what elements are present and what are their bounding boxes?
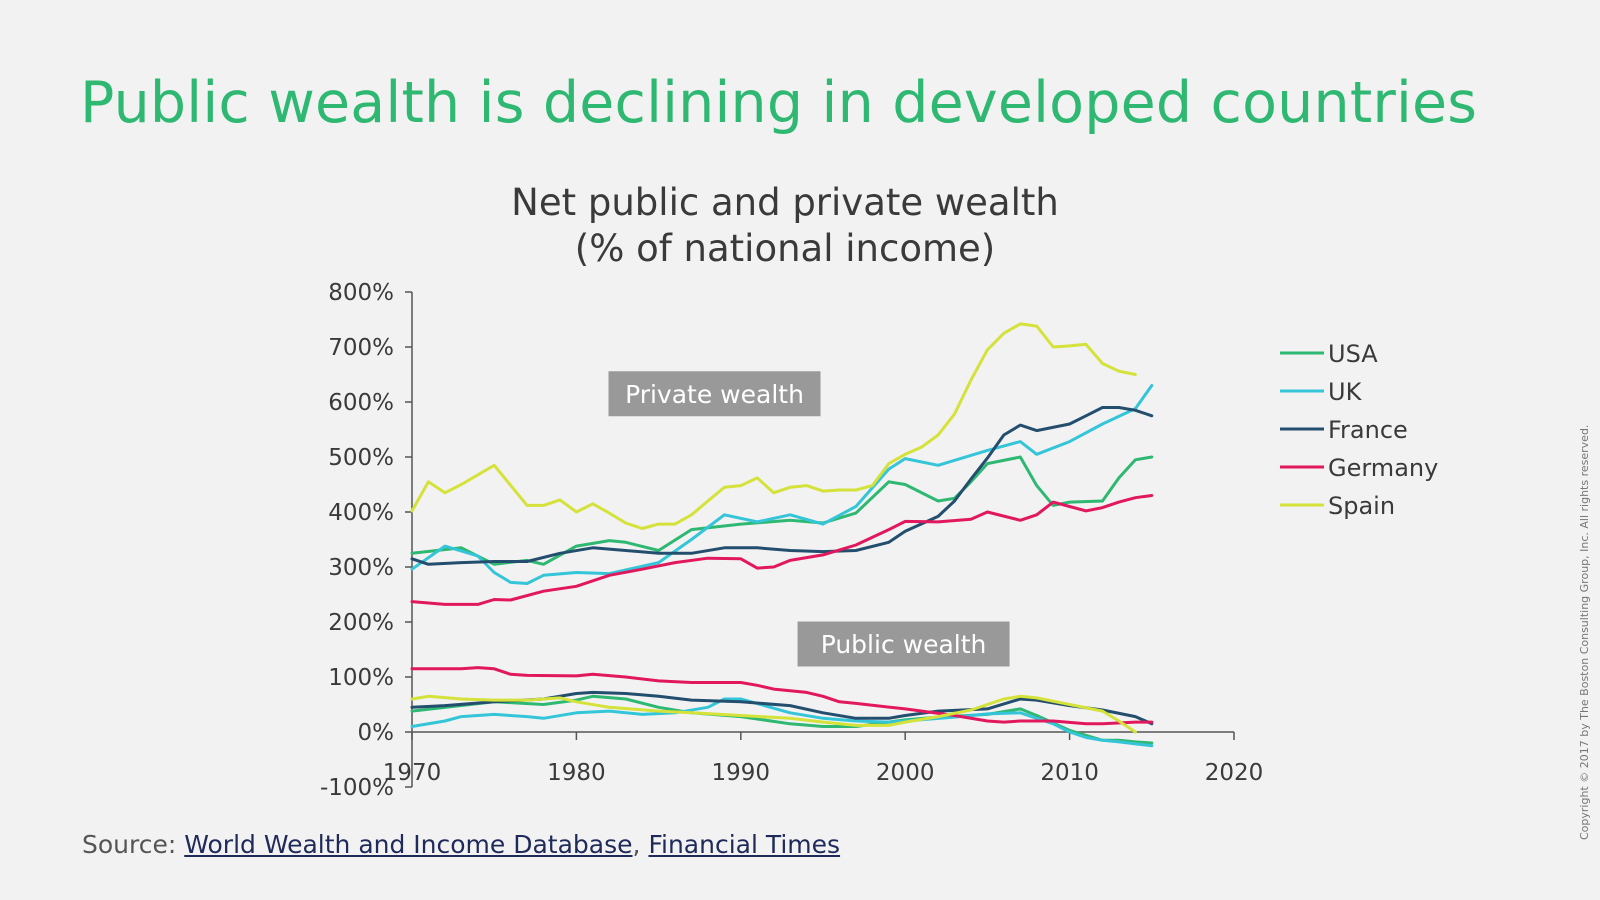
y-tick-label: 500%: [328, 445, 394, 471]
source-link-ft[interactable]: Financial Times: [648, 830, 841, 859]
public-wealth-line-spain: [410, 694, 1137, 734]
legend-label: Spain: [1328, 492, 1395, 520]
legend-label: France: [1328, 416, 1408, 444]
x-tick-label: 1990: [712, 760, 771, 786]
legend[interactable]: USA UK France Germany Spain: [1280, 340, 1438, 520]
annotations: Private wealth Public wealth: [608, 371, 1010, 667]
annotation-label: Private wealth: [625, 380, 804, 409]
public-wealth-series: [410, 666, 1154, 748]
legend-item-spain[interactable]: Spain: [1280, 492, 1395, 520]
legend-item-usa[interactable]: USA: [1280, 340, 1378, 368]
y-tick-label: -100%: [320, 775, 394, 801]
private-wealth-line-uk: [410, 384, 1154, 585]
private-wealth-series: [410, 322, 1154, 606]
page-title: Public wealth is declining in developed …: [80, 70, 1478, 136]
x-tick-label: 2010: [1040, 760, 1099, 786]
legend-label: USA: [1328, 340, 1378, 368]
annotation-label: Public wealth: [821, 630, 987, 659]
public-wealth-line-france: [410, 690, 1154, 726]
y-tick-label: 200%: [328, 610, 394, 636]
x-tick-label: 1970: [383, 760, 442, 786]
x-tick-label: 1980: [547, 760, 606, 786]
y-tick-label: 100%: [328, 665, 394, 691]
source-separator: ,: [632, 830, 649, 859]
public-wealth-line-uk: [410, 697, 1154, 748]
chart-title-line-2: (% of national income): [575, 227, 995, 270]
private-wealth-line-germany: [410, 494, 1154, 606]
y-tick-label: 600%: [328, 390, 394, 416]
source-prefix: Source:: [82, 830, 185, 859]
legend-item-uk[interactable]: UK: [1280, 378, 1363, 406]
y-tick-label: 700%: [328, 335, 394, 361]
y-tick-label: 300%: [328, 555, 394, 581]
legend-item-france[interactable]: France: [1280, 416, 1408, 444]
private-wealth-line-france: [410, 406, 1154, 566]
annotation-box: [608, 371, 821, 417]
annotation-box: [797, 621, 1010, 667]
legend-item-germany[interactable]: Germany: [1280, 454, 1438, 482]
axes: 800%700%600%500%400%300%200%100%0%-100%1…: [320, 280, 1263, 801]
copyright-notice: Copyright © 2017 by The Boston Consultin…: [1578, 424, 1591, 840]
legend-label: UK: [1328, 378, 1363, 406]
private-wealth-line-spain: [410, 322, 1137, 530]
x-tick-label: 2020: [1205, 760, 1264, 786]
y-tick-label: 0%: [358, 720, 395, 746]
y-tick-label: 400%: [328, 500, 394, 526]
source-link-wwid[interactable]: World Wealth and Income Database: [184, 830, 633, 859]
source-note: Source: World Wealth and Income Database…: [82, 830, 840, 859]
y-tick-label: 800%: [328, 280, 394, 306]
chart-title-line-1: Net public and private wealth: [511, 181, 1059, 224]
x-tick-label: 2000: [876, 760, 935, 786]
public-wealth-line-germany: [410, 666, 1154, 726]
legend-label: Germany: [1328, 454, 1438, 482]
